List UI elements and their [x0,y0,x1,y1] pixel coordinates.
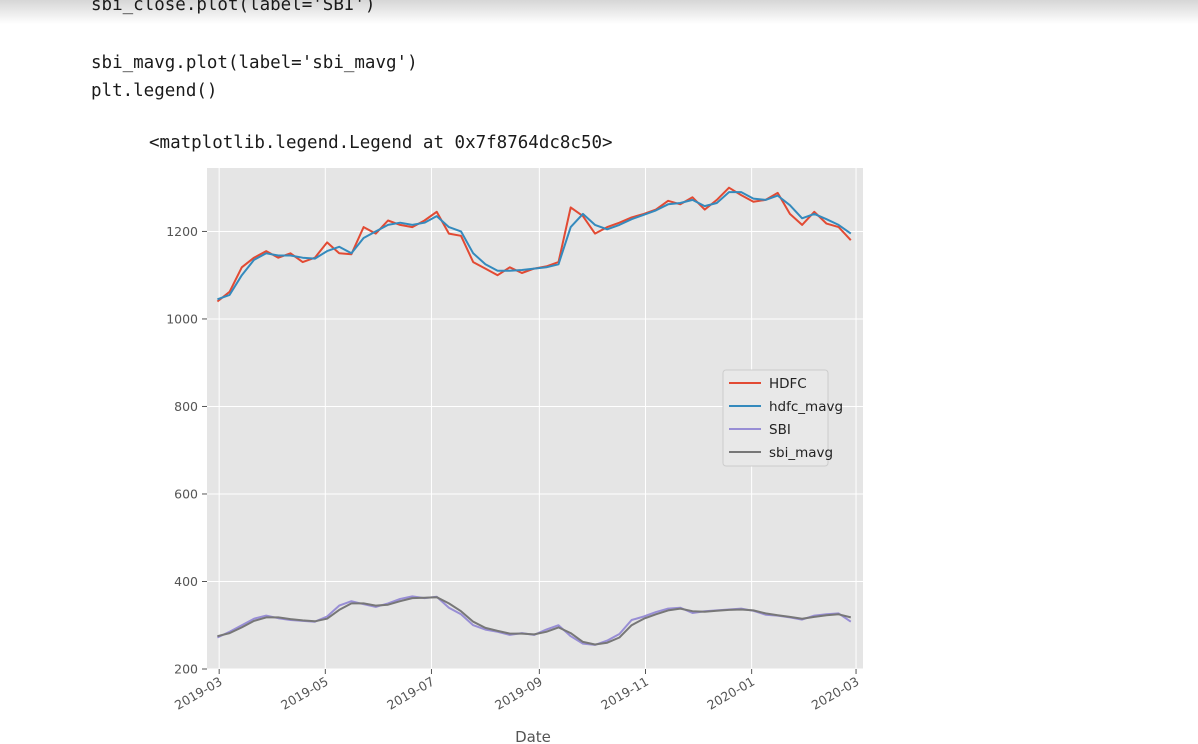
x-tick-label: 2019-07 [384,674,437,713]
legend-label: SBI [769,422,791,438]
legend-label: sbi_mavg [769,445,833,461]
y-tick-label: 1200 [166,224,198,239]
y-axis: 200 400 600 800 1000 1200 [166,224,207,677]
x-tick-label: 2020-01 [704,674,757,713]
x-tick-label: 2019-11 [598,674,651,713]
y-tick-label: 800 [174,399,198,414]
series-lines [216,186,852,646]
series-line-hdfc-mavg [217,191,852,301]
y-tick-label: 400 [174,574,198,589]
x-tick-label: 2019-05 [278,674,331,713]
y-tick-label: 1000 [166,311,198,326]
x-tick-label: 2020-03 [809,674,862,713]
x-tick-label: 2019-03 [172,674,225,713]
y-tick-label: 200 [174,662,198,677]
legend: HDFC hdfc_mavg SBI sbi_mavg [722,369,843,467]
x-tick-label: 2019-09 [492,674,545,713]
x-axis-label: Date [515,728,551,744]
legend-box [722,369,829,467]
series-line-sbi-mavg [217,596,852,646]
grid-lines [207,168,863,670]
code-line-3: plt.legend() [91,81,218,101]
y-tick-label: 600 [174,486,198,501]
legend-label: HDFC [769,376,807,392]
x-axis: 2019-03 2019-05 2019-07 2019-09 2019-11 2020-… [172,669,862,713]
legend-label: hdfc_mavg [769,399,843,415]
cell-top-shadow [0,0,1198,24]
code-line-2: sbi_mavg.plot(label='sbi_mavg') [91,53,418,73]
cell-output-text: <matplotlib.legend.Legend at 0x7f8764dc8… [149,133,613,153]
code-line-1: sbi_close.plot(label='SBI') [91,0,376,15]
